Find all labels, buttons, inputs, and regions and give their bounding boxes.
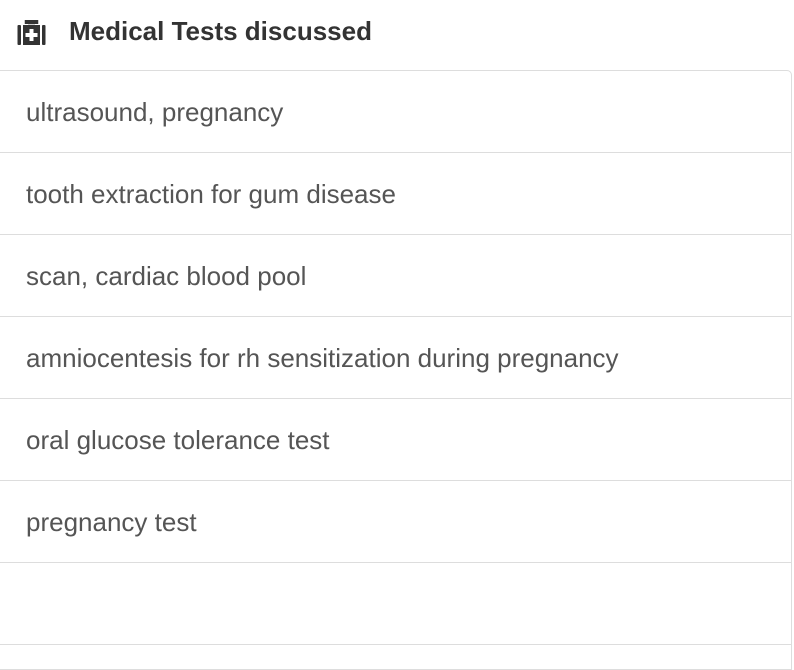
panel-header: Medical Tests discussed [0,0,794,68]
list-item[interactable]: oral glucose tolerance test [0,399,791,481]
list-item[interactable]: amniocentesis for rh sensitization durin… [0,317,791,399]
test-list: ultrasound, pregnancy tooth extraction fo… [0,70,792,670]
list-item[interactable]: pregnancy test [0,481,791,563]
list-item[interactable]: ultrasound, pregnancy [0,71,791,153]
list-item-partial[interactable] [0,563,791,645]
panel-title: Medical Tests discussed [69,16,372,46]
list-item[interactable]: tooth extraction for gum disease [0,153,791,235]
medkit-icon [17,20,46,45]
list-item[interactable]: scan, cardiac blood pool [0,235,791,317]
